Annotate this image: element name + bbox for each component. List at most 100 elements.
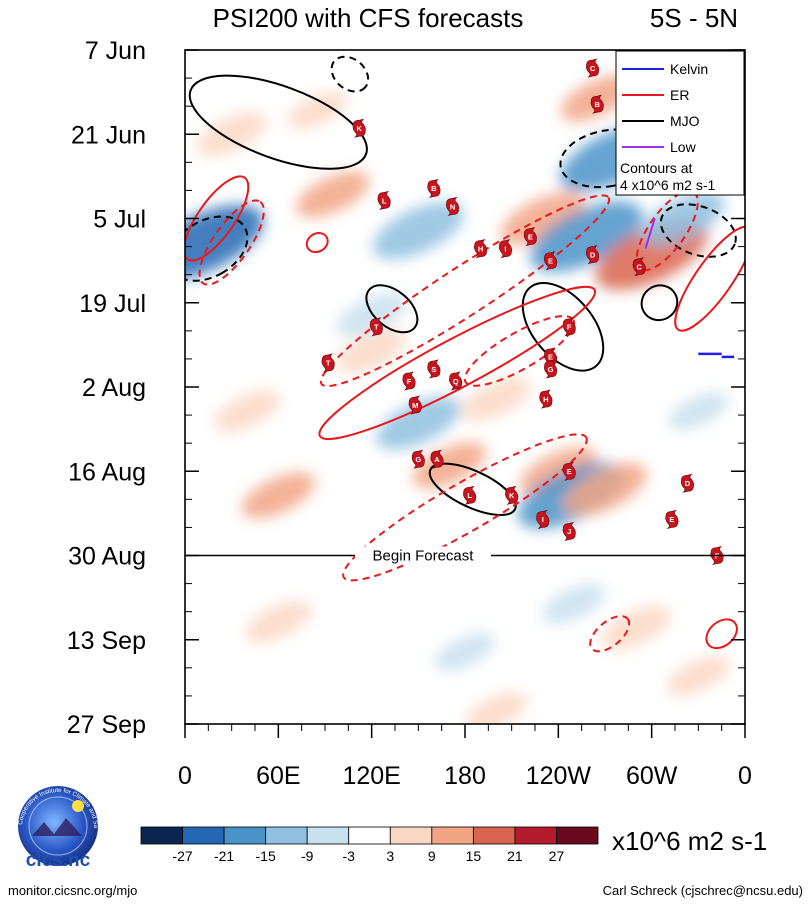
legend-label: Low — [670, 139, 697, 155]
colorbar-swatch — [140, 826, 183, 845]
region-label: 5S - 5N — [650, 3, 738, 33]
forecast-label: Begin Forecast — [373, 548, 475, 565]
storm-marker: L — [463, 485, 477, 505]
hurricane-icon — [427, 359, 441, 379]
mjo-contour — [428, 462, 517, 516]
anomaly-blob — [601, 605, 672, 650]
er-contour — [674, 225, 745, 332]
colorbar-label: -21 — [214, 848, 234, 864]
hurricane-icon — [463, 485, 477, 505]
mjo-contour — [659, 203, 737, 258]
y-tick-label: 7 Jun — [85, 37, 146, 65]
storm-marker: G — [411, 449, 425, 469]
storm-marker: L — [377, 190, 391, 210]
storm-marker: B — [590, 94, 604, 114]
storm-label: H — [543, 395, 548, 404]
storm-label: K — [357, 124, 363, 133]
storm-label: L — [382, 196, 387, 205]
anomaly-blob — [461, 377, 532, 421]
legend-label: MJO — [670, 113, 700, 129]
colorbar-swatch — [223, 826, 267, 845]
er-contour — [463, 315, 576, 387]
colorbar: -27 -21 -15 -9 -3 3 9 15 21 27 — [140, 826, 599, 864]
hurricane-icon — [369, 317, 383, 337]
legend-note-1: Contours at — [620, 160, 692, 176]
er-contour — [319, 194, 611, 388]
er-contour — [318, 285, 597, 440]
hurricane-icon — [680, 473, 694, 493]
hurricane-icon — [665, 509, 679, 529]
legend-label: Kelvin — [670, 61, 708, 77]
anomaly-blob — [372, 201, 464, 260]
storm-label: L — [467, 491, 472, 500]
y-tick-label: 2 Aug — [82, 374, 146, 402]
mjo-contour — [330, 55, 370, 93]
storm-label: B — [431, 184, 437, 193]
storm-marker: J — [562, 521, 576, 541]
hurricane-icon — [449, 371, 463, 391]
colorbar-label: 15 — [466, 848, 482, 864]
colorbar-label: 27 — [549, 848, 565, 864]
storm-label: D — [685, 479, 691, 488]
axes: 7 Jun 21 Jun 5 Jul 19 Jul 2 Aug 16 Aug 30 Aug 1… — [67, 37, 752, 790]
er-contour — [305, 232, 329, 254]
anomaly-blob — [640, 192, 725, 245]
storm-marker: E — [562, 461, 576, 481]
anomaly-blob — [542, 583, 606, 624]
hurricane-icon — [523, 227, 537, 247]
hurricane-icon — [430, 449, 444, 469]
storm-marker: K — [505, 485, 519, 505]
storm-label: S — [431, 365, 436, 374]
hurricane-icon — [427, 178, 441, 198]
forecast-label-background — [355, 546, 491, 565]
storm-marker: T — [321, 353, 335, 373]
hurricane-icon — [474, 239, 488, 259]
storm-marker: D — [586, 245, 600, 265]
y-tick-label: 5 Jul — [93, 206, 146, 234]
storm-label: F — [407, 377, 412, 386]
storm-label: M — [412, 401, 418, 410]
colorbar-swatch — [306, 826, 350, 845]
anomaly-blob — [336, 329, 407, 373]
hurricane-icon — [586, 58, 600, 78]
colorbar-swatch — [348, 826, 391, 845]
hurricane-icon — [544, 359, 558, 379]
mjo-contour — [185, 215, 249, 282]
x-tick-label: 120E — [342, 762, 400, 790]
legend-label: ER — [670, 87, 689, 103]
storm-marker: E — [523, 227, 537, 247]
anomaly-blob — [214, 390, 281, 432]
storm-marker: K — [352, 118, 366, 138]
storm-label: I — [542, 515, 544, 524]
colorbar-label: 21 — [507, 848, 523, 864]
legend-box — [615, 50, 745, 196]
mjo-contour — [640, 284, 679, 322]
anomaly-blob — [668, 392, 728, 430]
storm-marker: C — [586, 58, 600, 78]
hurricane-icon — [562, 317, 576, 337]
storm-label: J — [567, 527, 571, 536]
storm-label: B — [595, 100, 601, 109]
colorbar-swatch — [514, 826, 557, 845]
storm-marker: Q — [449, 371, 463, 391]
footer-url[interactable]: monitor.cicsnc.org/mjo — [8, 883, 138, 898]
y-tick-label: 19 Jul — [79, 290, 146, 318]
x-tick-label: 120W — [526, 762, 592, 790]
storm-marker: T — [369, 317, 383, 337]
anomaly-blob — [376, 396, 461, 450]
hurricane-icon — [632, 257, 646, 277]
colorbar-swatch — [182, 826, 225, 845]
storm-marker: E — [544, 251, 558, 271]
chart-title: PSI200 with CFS forecasts — [213, 3, 524, 33]
anomaly-blob — [464, 692, 528, 724]
colorbar-label: -27 — [172, 848, 192, 864]
hurricane-icon — [498, 239, 512, 259]
storm-label: C — [637, 262, 643, 271]
hurricane-icon — [321, 353, 335, 373]
storm-marker: G — [544, 359, 558, 379]
storm-marker: C — [632, 257, 646, 277]
er-contour — [342, 433, 588, 582]
storm-label: N — [450, 202, 455, 211]
anomaly-blob — [241, 472, 316, 519]
